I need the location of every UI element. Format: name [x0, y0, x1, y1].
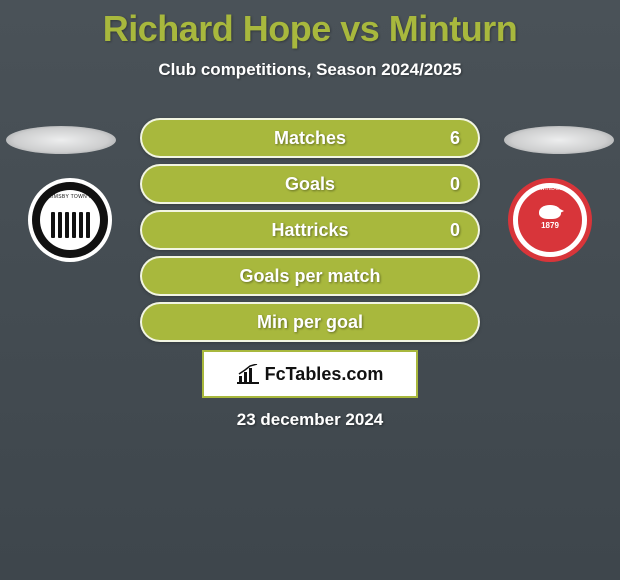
right-badge-text: SWINDON [536, 186, 564, 192]
stat-row-matches: Matches 6 [140, 118, 480, 158]
stat-row-hattricks: Hattricks 0 [140, 210, 480, 250]
chart-icon [237, 364, 259, 384]
stat-label: Goals [285, 174, 335, 195]
date-label: 23 december 2024 [0, 410, 620, 430]
branding-text: FcTables.com [265, 364, 384, 385]
stat-label: Min per goal [257, 312, 363, 333]
subtitle: Club competitions, Season 2024/2025 [0, 60, 620, 80]
stat-label: Goals per match [239, 266, 380, 287]
left-team-badge: GRIMSBY TOWN FC [28, 178, 112, 262]
stat-value: 0 [450, 220, 460, 241]
stat-label: Hattricks [271, 220, 348, 241]
stat-value: 6 [450, 128, 460, 149]
stripes-icon [51, 212, 90, 238]
right-player-ellipse [504, 126, 614, 154]
stat-row-goals: Goals 0 [140, 164, 480, 204]
page-title: Richard Hope vs Minturn [0, 0, 620, 50]
right-team-badge: SWINDON 1879 [508, 178, 592, 262]
branding-box[interactable]: FcTables.com [202, 350, 418, 398]
stat-row-min-per-goal: Min per goal [140, 302, 480, 342]
right-badge-year: 1879 [541, 221, 559, 230]
left-badge-text: GRIMSBY TOWN FC [44, 194, 96, 200]
stats-container: Matches 6 Goals 0 Hattricks 0 Goals per … [140, 118, 480, 348]
stat-label: Matches [274, 128, 346, 149]
bird-icon [539, 205, 561, 219]
stat-value: 0 [450, 174, 460, 195]
stat-row-goals-per-match: Goals per match [140, 256, 480, 296]
left-player-ellipse [6, 126, 116, 154]
